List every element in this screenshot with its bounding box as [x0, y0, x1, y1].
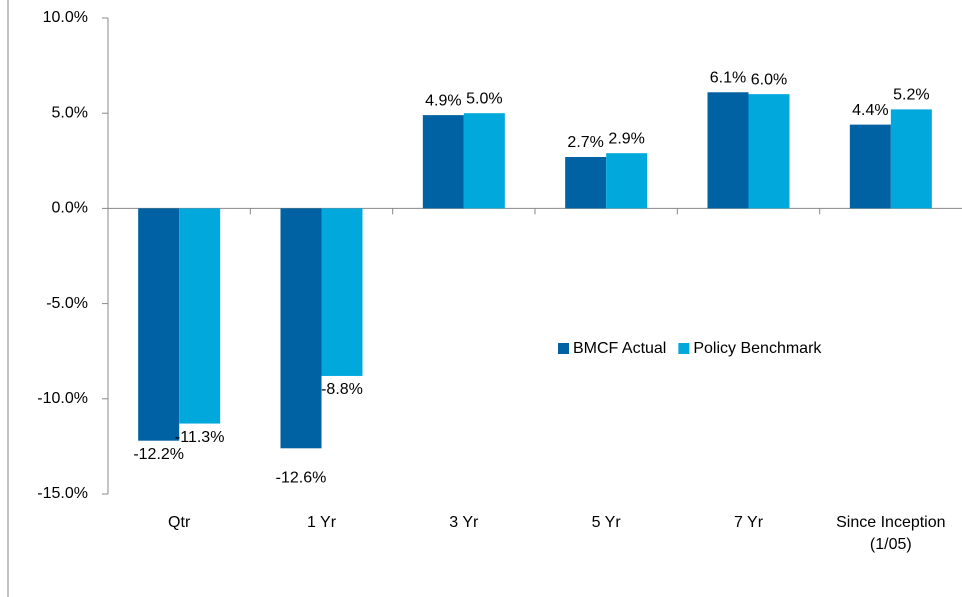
legend-swatch: [678, 343, 690, 354]
x-tick-label: 5 Yr: [591, 514, 621, 531]
bar: [179, 208, 221, 424]
data-label: -11.3%: [175, 429, 225, 446]
legend-label: Policy Benchmark: [693, 340, 822, 357]
data-label: 4.9%: [425, 92, 461, 109]
bar: [707, 92, 749, 209]
y-tick-label: -10.0%: [37, 390, 88, 407]
bar: [422, 115, 464, 209]
data-label: 5.0%: [466, 90, 502, 107]
data-label: -12.2%: [133, 446, 184, 463]
data-label: -12.6%: [276, 470, 327, 487]
y-tick-label: 10.0%: [43, 9, 88, 26]
x-tick-label: 3 Yr: [449, 514, 479, 531]
bar: [463, 113, 505, 209]
bar: [565, 156, 607, 209]
data-label: 2.7%: [567, 134, 603, 151]
x-tick-label: 7 Yr: [733, 514, 764, 531]
y-tick-label: 0.0%: [52, 200, 88, 217]
bar: [890, 109, 932, 209]
x-tick-label: Qtr: [168, 514, 191, 531]
x-tick-label: 1 Yr: [306, 514, 337, 531]
bar: [138, 208, 180, 441]
data-label: 2.9%: [608, 130, 644, 147]
data-label: 6.0%: [751, 71, 787, 88]
data-label: 6.1%: [710, 69, 746, 86]
legend-label: BMCF Actual: [573, 340, 666, 357]
bar: [280, 208, 322, 449]
data-label: 4.4%: [852, 102, 888, 119]
data-label: -8.8%: [321, 381, 363, 398]
x-tick-label: Since Inception (1/05): [836, 514, 946, 553]
bar: [748, 94, 790, 209]
y-tick-label: -15.0%: [37, 485, 88, 502]
y-tick-label: -5.0%: [46, 295, 88, 312]
data-label: 5.2%: [893, 87, 929, 104]
legend-swatch: [558, 343, 569, 354]
bar: [321, 208, 363, 376]
bar: [606, 153, 648, 209]
bar: [849, 124, 891, 209]
y-tick-label: 5.0%: [52, 104, 88, 121]
